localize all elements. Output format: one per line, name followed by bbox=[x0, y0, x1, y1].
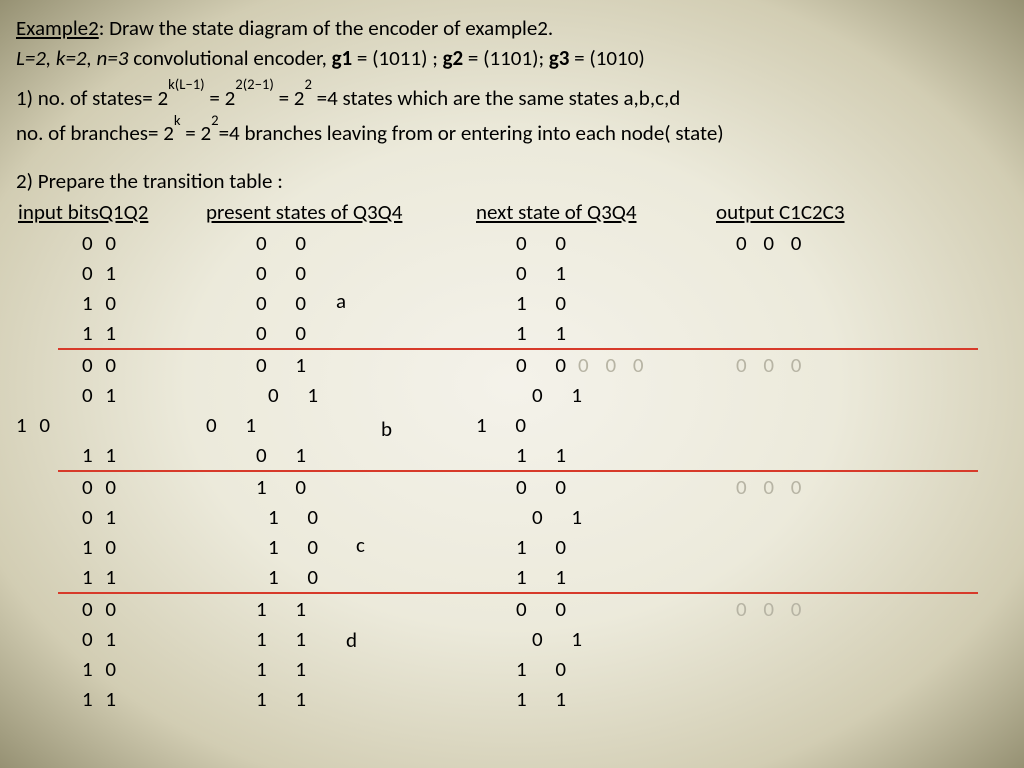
cell-input: 0 0 bbox=[16, 229, 206, 257]
branches-calc: no. of branches= 2k = 22=4 branches leav… bbox=[16, 118, 1008, 147]
cell-next-state: 0 1 bbox=[476, 503, 716, 531]
cell-next-state: 1 1 bbox=[476, 563, 716, 591]
cell-input: 0 0 bbox=[16, 351, 206, 379]
col-output: output C1C2C3 bbox=[716, 198, 916, 228]
cell-present-state: 0 0 bbox=[206, 229, 476, 257]
cell-next-state: 1 1 bbox=[476, 319, 716, 347]
cell-present-state: 0 0a bbox=[206, 289, 476, 317]
cell-next-state: 0 1 bbox=[476, 259, 716, 287]
cell-output: 0 0 0 bbox=[716, 351, 916, 379]
table-row: 1 11 11 1 bbox=[16, 684, 1008, 714]
table-row: 0 11 1d0 1 bbox=[16, 624, 1008, 654]
cell-input: 0 0 bbox=[16, 473, 206, 501]
example-label: Example2 bbox=[16, 15, 99, 41]
cell-input: 1 0 bbox=[16, 533, 206, 561]
cell-next-state: 0 0 bbox=[476, 229, 716, 257]
table-row: 1 10 11 1 bbox=[16, 440, 1008, 470]
cell-input: 0 1 bbox=[16, 503, 206, 531]
cell-next-state: 1 1 bbox=[476, 685, 716, 713]
table-row: 0 10 10 1 bbox=[16, 380, 1008, 410]
prepare-table: 2) Prepare the transition table : bbox=[16, 167, 1008, 195]
cell-present-state: 1 0 bbox=[206, 503, 476, 531]
table-row: 1 11 01 1 bbox=[16, 562, 1008, 592]
cell-next-state: 0 0 bbox=[476, 595, 716, 623]
table-row: 0 11 00 1 bbox=[16, 502, 1008, 532]
cell-next-state: 0 0 bbox=[476, 473, 716, 501]
cell-next-state: 1 0 bbox=[476, 289, 716, 317]
table-row: 1 01 0c1 0 bbox=[16, 532, 1008, 562]
table-row: 0 01 00 00 0 0 bbox=[16, 472, 1008, 502]
cell-input: 1 1 bbox=[16, 441, 206, 469]
cell-present-state: 1 1 bbox=[206, 685, 476, 713]
table-row: 0 01 10 00 0 0 bbox=[16, 594, 1008, 624]
params-line: L=2, k=2, n=3 convolutional encoder, g1 … bbox=[16, 44, 1008, 72]
cell-present-state: 0 1 bbox=[206, 381, 476, 409]
cell-present-state: 1 1 bbox=[206, 595, 476, 623]
cell-output: 0 0 0 bbox=[716, 595, 916, 623]
col-next-state: next state of Q3Q4 bbox=[476, 198, 716, 228]
state-label-d: d bbox=[346, 626, 357, 654]
cell-present-state: 1 1d bbox=[206, 625, 476, 653]
col-input-bits: input bitsQ1Q2 bbox=[18, 198, 208, 228]
cell-input: 1 0 bbox=[16, 289, 206, 317]
col-present-state: present states of Q3Q4 bbox=[206, 198, 476, 228]
table-row: 1 01 11 0 bbox=[16, 654, 1008, 684]
state-label-c: c bbox=[356, 531, 365, 559]
table-row: 0 00 00 00 0 0 bbox=[16, 228, 1008, 258]
cell-present-state: 0 0 bbox=[206, 259, 476, 287]
state-label-b: b bbox=[381, 415, 392, 443]
cell-output: 0 0 0 bbox=[716, 473, 916, 501]
cell-next-state: 1 0 bbox=[476, 411, 716, 439]
cell-next-state: 0 1 bbox=[476, 625, 716, 653]
state-label-a: a bbox=[336, 287, 346, 315]
table-row: 1 00 1b1 0 bbox=[16, 410, 1008, 440]
cell-input: 0 1 bbox=[16, 381, 206, 409]
cell-input: 0 0 bbox=[16, 595, 206, 623]
table-row: 0 00 10 00 0 00 0 0 bbox=[16, 350, 1008, 380]
cell-present-state: 1 0 bbox=[206, 473, 476, 501]
cell-input: 1 1 bbox=[16, 319, 206, 347]
cell-next-state: 1 0 bbox=[476, 533, 716, 561]
cell-next-state: 0 1 bbox=[476, 381, 716, 409]
cell-present-state: 1 1 bbox=[206, 655, 476, 683]
table-row: 0 10 00 1 bbox=[16, 258, 1008, 288]
cell-present-state: 1 0 bbox=[206, 563, 476, 591]
cell-next-state: 1 1 bbox=[476, 441, 716, 469]
example-title: Example2: Draw the state diagram of the … bbox=[16, 14, 1008, 42]
cell-input: 1 0 bbox=[16, 655, 206, 683]
cell-present-state: 1 0c bbox=[206, 533, 476, 561]
states-calc: 1) no. of states= 2k(L−1) = 22(2−1) = 22… bbox=[16, 83, 1008, 112]
example-rest: : Draw the state diagram of the encoder … bbox=[99, 15, 553, 41]
cell-next-state: 1 0 bbox=[476, 655, 716, 683]
cell-input: 1 0 bbox=[16, 411, 206, 439]
cell-present-state: 0 1 bbox=[206, 351, 476, 379]
cell-present-state: 0 1 bbox=[206, 441, 476, 469]
cell-output: 0 0 0 bbox=[716, 229, 916, 257]
cell-input: 1 1 bbox=[16, 685, 206, 713]
cell-next-state: 0 00 0 0 bbox=[476, 351, 716, 379]
table-row: 1 00 0a1 0 bbox=[16, 288, 1008, 318]
table-header-row: input bitsQ1Q2 present states of Q3Q4 ne… bbox=[16, 198, 1008, 228]
cell-input: 1 1 bbox=[16, 563, 206, 591]
table-row: 1 10 01 1 bbox=[16, 318, 1008, 348]
transition-table: input bitsQ1Q2 present states of Q3Q4 ne… bbox=[16, 198, 1008, 714]
cell-input: 0 1 bbox=[16, 625, 206, 653]
cell-present-state: 0 0 bbox=[206, 319, 476, 347]
cell-present-state: 0 1b bbox=[206, 411, 476, 439]
cell-input: 0 1 bbox=[16, 259, 206, 287]
